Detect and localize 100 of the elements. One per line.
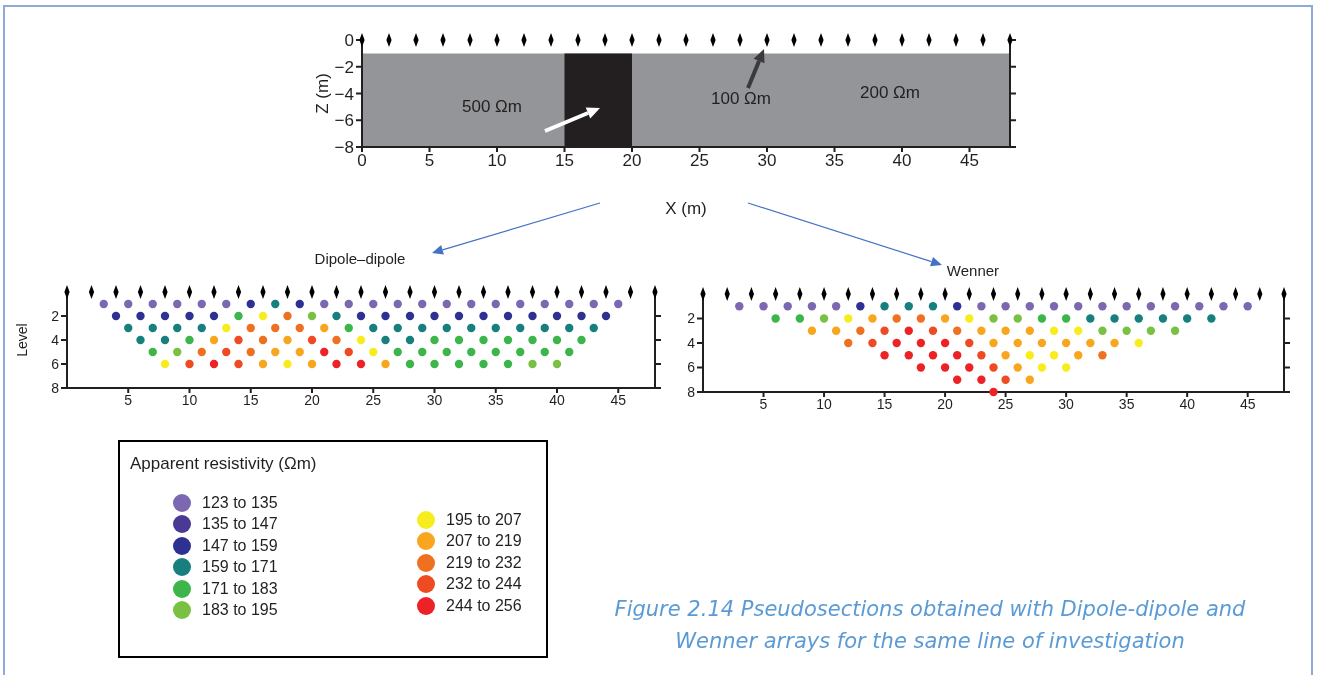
x-tick-label: 25 xyxy=(365,391,382,408)
legend-label: 147 to 159 xyxy=(202,536,278,555)
x-tick-label: 20 xyxy=(304,391,320,408)
legend-label: 207 to 219 xyxy=(446,532,522,551)
point xyxy=(454,359,464,369)
x-axis-title: X (m) xyxy=(665,199,707,218)
point xyxy=(989,338,998,348)
x-tick-label: 30 xyxy=(1058,395,1075,412)
point xyxy=(1122,302,1131,311)
point xyxy=(1170,326,1180,335)
point xyxy=(295,299,304,309)
point xyxy=(418,323,427,333)
point xyxy=(148,299,157,309)
point xyxy=(185,311,194,321)
point xyxy=(258,335,268,345)
point xyxy=(577,311,586,321)
point xyxy=(393,299,402,309)
point xyxy=(160,335,170,345)
x-tick-label: 5 xyxy=(759,395,768,412)
point xyxy=(552,311,562,321)
point xyxy=(124,323,133,333)
point xyxy=(1037,314,1047,323)
x-tick-label: 15 xyxy=(242,391,259,408)
point xyxy=(381,359,390,369)
point xyxy=(99,299,108,309)
point xyxy=(173,299,182,309)
point xyxy=(989,387,998,397)
point xyxy=(148,347,157,357)
point xyxy=(540,299,549,309)
point xyxy=(332,359,341,369)
point xyxy=(928,351,938,360)
y-tick-label: −2 xyxy=(334,57,354,77)
x-tick-label: 20 xyxy=(937,395,954,412)
point xyxy=(234,335,243,345)
point xyxy=(479,359,488,369)
x-tick-label: 5 xyxy=(124,391,133,408)
y-tick-label: 4 xyxy=(51,331,60,348)
point xyxy=(989,314,998,323)
caption: Figure 2.14 Pseudosections obtained with Dipole-dipole and Wenner arrays for the same line of investigation xyxy=(613,596,1247,655)
point xyxy=(344,347,353,357)
point xyxy=(807,326,817,335)
y-tick-label: 8 xyxy=(687,383,696,400)
point xyxy=(1025,351,1035,360)
point xyxy=(393,347,402,357)
point xyxy=(952,351,962,360)
point xyxy=(735,302,744,311)
point xyxy=(1049,351,1059,360)
point xyxy=(1013,314,1022,323)
point xyxy=(1086,338,1095,348)
point xyxy=(1013,363,1022,372)
point xyxy=(540,347,549,357)
point xyxy=(356,335,366,345)
point xyxy=(320,323,329,333)
point xyxy=(344,323,353,333)
point xyxy=(771,314,780,323)
x-tick-label: 0 xyxy=(357,151,367,171)
point xyxy=(197,299,206,309)
point xyxy=(928,302,938,311)
point xyxy=(332,335,341,345)
point xyxy=(916,338,926,348)
x-tick-label: 35 xyxy=(1118,395,1135,412)
point xyxy=(467,323,476,333)
point xyxy=(1122,326,1131,335)
legend-label: 123 to 135 xyxy=(202,493,278,512)
point xyxy=(258,359,268,369)
point xyxy=(234,311,243,321)
point xyxy=(1098,302,1107,311)
point xyxy=(1074,326,1083,335)
point xyxy=(467,299,476,309)
point xyxy=(503,359,513,369)
point xyxy=(454,335,464,345)
point xyxy=(577,335,586,345)
point xyxy=(1207,314,1216,323)
point xyxy=(880,351,889,360)
point xyxy=(552,359,562,369)
x-tick-label: 5 xyxy=(424,151,435,171)
point xyxy=(111,311,121,321)
point xyxy=(1098,326,1107,335)
point xyxy=(516,299,525,309)
point xyxy=(320,299,329,309)
point xyxy=(965,363,974,372)
point xyxy=(916,363,926,372)
point xyxy=(393,323,402,333)
legend-label: 171 to 183 xyxy=(202,579,278,598)
point xyxy=(405,311,415,321)
x-tick-label: 35 xyxy=(487,391,504,408)
point xyxy=(528,335,537,345)
legend-label: 232 to 244 xyxy=(446,575,522,594)
point xyxy=(271,323,280,333)
point xyxy=(479,311,488,321)
point xyxy=(1061,314,1071,323)
point xyxy=(819,314,829,323)
legend-label: 195 to 207 xyxy=(446,510,522,529)
x-tick-label: 45 xyxy=(610,391,627,408)
point xyxy=(795,314,805,323)
chart-title: Wenner xyxy=(945,262,1001,279)
point xyxy=(442,299,451,309)
y-tick-label: 4 xyxy=(687,334,696,351)
point xyxy=(807,302,817,311)
point xyxy=(197,347,206,357)
